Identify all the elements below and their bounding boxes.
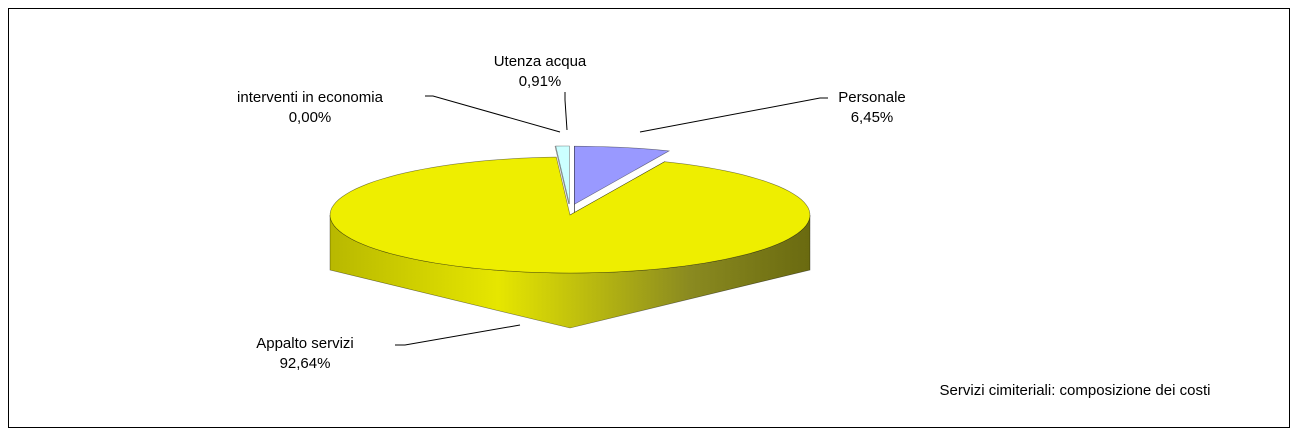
- pie-slice: [329, 156, 811, 274]
- chart-title: Servizi cimiteriali: composizione dei co…: [940, 382, 1211, 399]
- data-label-name: Appalto servizi: [256, 335, 354, 352]
- data-label-name: interventi in economia: [237, 89, 384, 106]
- leader-line: [425, 95, 561, 133]
- pie-slice: [574, 145, 671, 205]
- data-label-value: 92,64%: [280, 355, 331, 372]
- data-label-name: Personale: [838, 89, 906, 106]
- leader-line: [564, 92, 568, 131]
- pie-slice: [554, 146, 570, 205]
- pie-slice: [555, 145, 570, 205]
- leader-line: [395, 324, 521, 346]
- leader-line: [639, 97, 828, 133]
- data-label-value: 0,91%: [519, 73, 562, 90]
- data-label-value: 0,00%: [289, 109, 332, 126]
- data-label-value: 6,45%: [851, 109, 894, 126]
- data-label-name: Utenza acqua: [494, 53, 587, 70]
